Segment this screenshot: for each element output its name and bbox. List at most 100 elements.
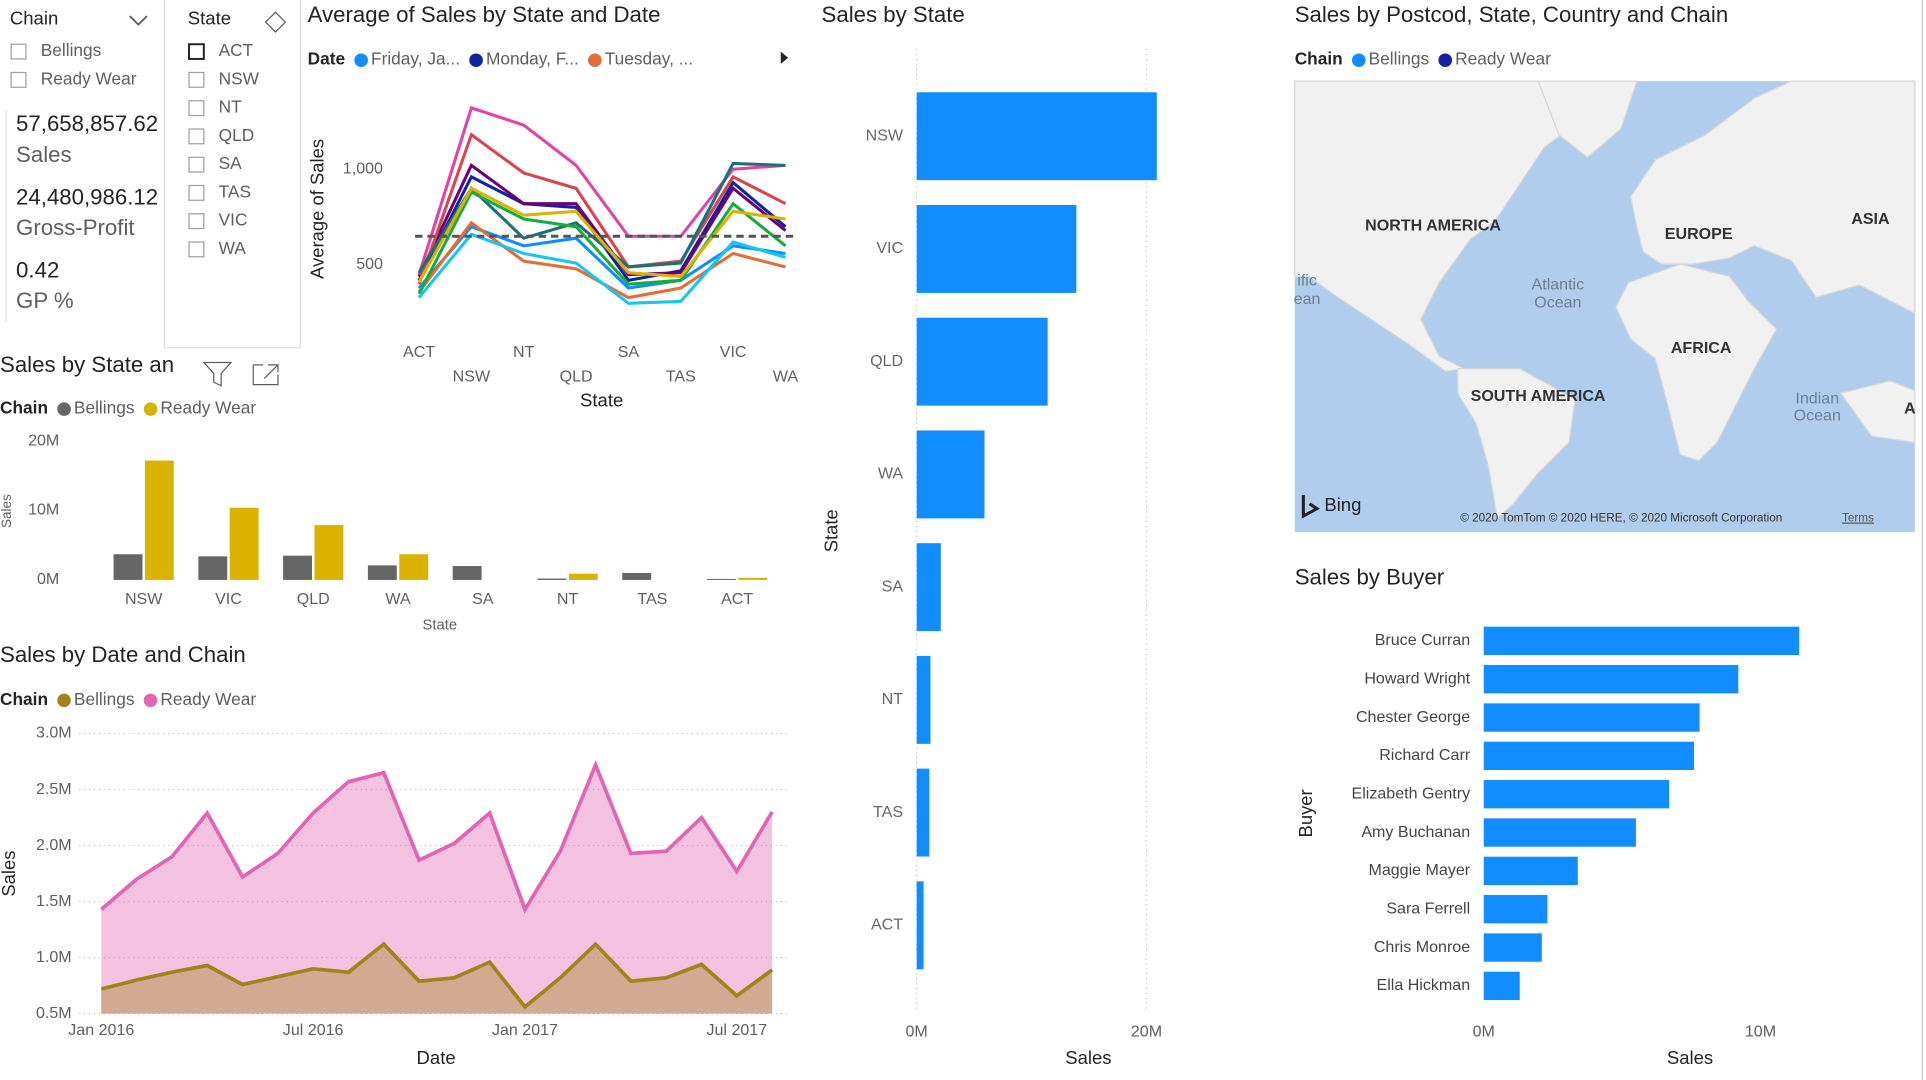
y-tick-label: Ella Hickman — [1377, 977, 1471, 994]
map-label: ASIA — [1851, 211, 1890, 228]
dropdown-chevron[interactable] — [129, 15, 148, 26]
card-value: 57,658,857.62 — [16, 111, 158, 136]
bar — [1483, 856, 1578, 886]
checkbox[interactable] — [188, 156, 205, 173]
card-value: 24,480,986.12 — [16, 184, 158, 209]
x-tick-label: Jan 2016 — [68, 1022, 134, 1039]
checkbox[interactable] — [10, 43, 27, 60]
chart-title: Sales by Buyer — [1295, 565, 1445, 590]
x-tick-label: NSW — [125, 591, 163, 608]
slicer-item[interactable]: TAS — [219, 181, 251, 201]
map-brand: Bing — [1324, 494, 1361, 515]
legend-label: Bellings — [74, 398, 135, 418]
bar — [229, 507, 259, 580]
y-tick-label: 1.0M — [36, 949, 72, 966]
checkbox[interactable] — [188, 128, 205, 145]
y-tick-label: TAS — [873, 804, 903, 821]
x-tick-label: Jan 2017 — [492, 1022, 558, 1039]
bar — [1483, 741, 1695, 771]
y-tick-label: Amy Buchanan — [1361, 824, 1470, 841]
legend-next-arrow[interactable] — [780, 51, 789, 64]
x-tick-label: Jul 2017 — [706, 1022, 767, 1039]
bar — [916, 655, 931, 744]
x-tick-label: 0M — [906, 1023, 928, 1040]
y-tick-label: VIC — [876, 240, 903, 257]
slicer-item[interactable]: WA — [219, 238, 247, 258]
x-axis-title: Date — [417, 1047, 456, 1068]
checkbox[interactable] — [188, 43, 205, 60]
bar — [1483, 895, 1548, 924]
slicer-item[interactable]: ACT — [219, 40, 254, 60]
y-tick-label: WA — [878, 466, 904, 483]
checkbox[interactable] — [188, 71, 205, 88]
x-tick-label: SA — [618, 344, 640, 361]
y-axis-title: Average of Sales — [307, 139, 328, 279]
map-label: ific — [1297, 273, 1317, 290]
y-tick-label: 2.5M — [36, 781, 72, 798]
legend-label: Bellings — [74, 689, 135, 709]
x-tick-label: WA — [385, 591, 411, 608]
y-tick-label: ACT — [871, 917, 903, 934]
legend-label: Bellings — [1369, 49, 1430, 69]
map-terms[interactable]: Terms — [1842, 512, 1874, 525]
y-tick-label: Chris Monroe — [1374, 939, 1470, 956]
map-label: A — [1904, 400, 1916, 417]
map-land — [1630, 80, 1916, 315]
checkbox[interactable] — [188, 213, 205, 230]
legend-label: Monday, F... — [486, 49, 579, 69]
checkbox[interactable] — [188, 241, 205, 258]
y-tick-label: Bruce Curran — [1375, 632, 1470, 649]
bar — [916, 768, 930, 857]
line-series — [417, 132, 787, 285]
legend-label: Ready Wear — [160, 689, 256, 709]
x-tick-label: ACT — [721, 591, 753, 608]
bar — [622, 572, 652, 580]
x-tick-label: QLD — [560, 368, 593, 385]
slicer-item[interactable]: Ready Wear — [41, 68, 137, 88]
y-tick-label: 0.5M — [36, 1005, 72, 1022]
y-axis-title: Sales — [0, 494, 14, 528]
x-tick-label: VIC — [215, 591, 242, 608]
slicer-item[interactable]: NT — [219, 97, 243, 117]
y-tick-label: Richard Carr — [1379, 747, 1471, 764]
card-value: 0.42 — [16, 257, 59, 282]
y-axis-title: State — [821, 509, 842, 552]
y-tick-label: 10M — [28, 502, 59, 519]
map-land — [1457, 367, 1576, 520]
map-label: SOUTH AMERICA — [1471, 388, 1606, 405]
y-axis-title: Buyer — [1295, 789, 1316, 837]
legend-label: Tuesday, ... — [605, 49, 693, 69]
map-label: Atlantic — [1532, 276, 1585, 293]
legend-title: Chain — [1295, 49, 1343, 69]
bar — [916, 430, 985, 519]
slicer-item[interactable]: VIC — [219, 210, 248, 230]
line-series — [417, 190, 787, 295]
checkbox[interactable] — [188, 100, 205, 117]
checkbox[interactable] — [188, 184, 205, 201]
slicer-item[interactable]: QLD — [219, 125, 255, 145]
bar — [1483, 665, 1739, 694]
y-axis-title: Sales — [0, 851, 19, 897]
area-line — [100, 759, 774, 914]
slicer-item[interactable]: SA — [219, 153, 243, 173]
bar — [452, 566, 482, 580]
map-land — [1839, 380, 1916, 444]
bar — [916, 204, 1077, 293]
legend-label: Friday, Ja... — [371, 49, 460, 69]
eraser-icon[interactable] — [264, 11, 287, 33]
checkbox[interactable] — [10, 71, 27, 88]
filter-icon[interactable] — [202, 361, 233, 387]
y-tick-label: NT — [882, 691, 904, 708]
slicer-item[interactable]: NSW — [219, 68, 260, 88]
x-tick-label: 0M — [1473, 1023, 1495, 1040]
focus-icon[interactable] — [252, 364, 279, 386]
x-tick-label: TAS — [666, 368, 696, 385]
bar — [568, 573, 598, 580]
line-series — [417, 163, 787, 278]
slicer-item[interactable]: Bellings — [41, 40, 102, 60]
bar — [1483, 626, 1800, 656]
map-label: Ocean — [1534, 295, 1581, 312]
map-land — [1615, 263, 1778, 462]
y-tick-label: 2.0M — [36, 837, 72, 854]
